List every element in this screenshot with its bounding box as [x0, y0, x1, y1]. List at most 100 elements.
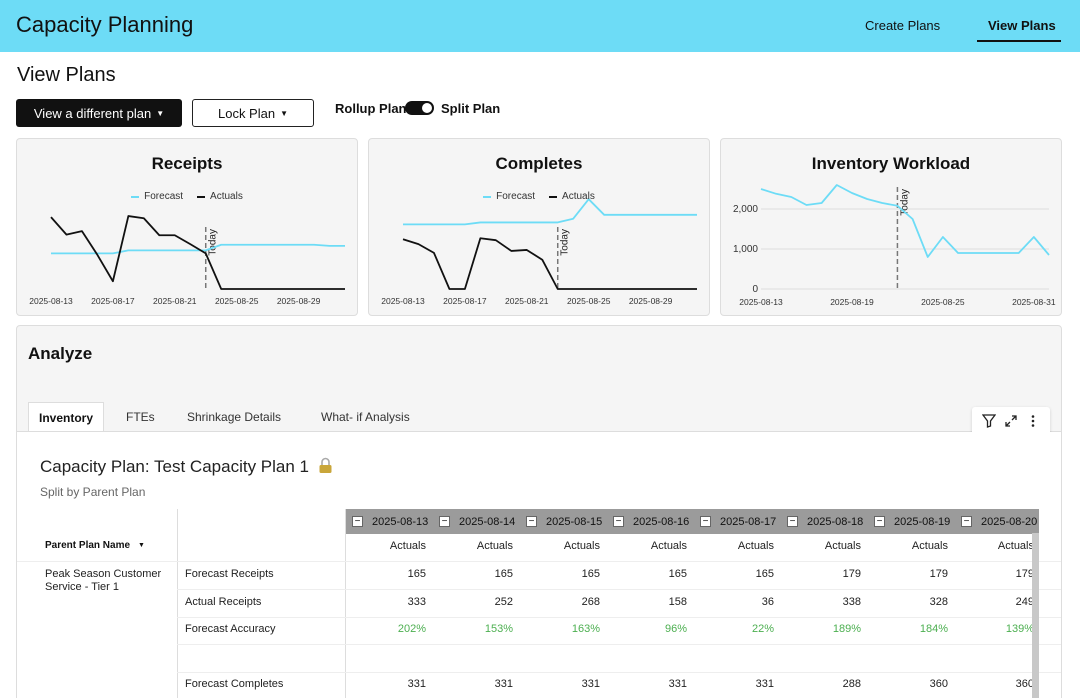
- row-divider: [177, 644, 1061, 645]
- today-label: Today: [208, 229, 219, 256]
- series-line-actuals: [50, 215, 345, 290]
- legend-actuals-label: Actuals: [210, 191, 243, 202]
- filter-icon[interactable]: [981, 413, 997, 429]
- collapse-icon[interactable]: −: [526, 516, 537, 527]
- date-column-header[interactable]: −2025-08-16: [613, 509, 689, 534]
- parent-plan-name: Peak Season Customer Service - Tier 1: [45, 568, 162, 593]
- today-label: Today: [899, 189, 910, 216]
- active-nav-indicator: [977, 40, 1061, 42]
- date-header-row: −2025-08-13−2025-08-14−2025-08-15−2025-0…: [346, 509, 1039, 534]
- table-cell: 179: [1015, 568, 1034, 580]
- table-cell: 252: [494, 595, 513, 608]
- table-cell: 153%: [484, 623, 513, 635]
- column-label: Actuals: [389, 540, 426, 552]
- nav-view-plans[interactable]: View Plans: [988, 18, 1056, 33]
- collapse-icon[interactable]: −: [613, 516, 624, 527]
- collapse-icon[interactable]: −: [961, 516, 972, 527]
- table-cell: 333: [407, 595, 426, 608]
- lock-plan-label: Lock Plan: [217, 105, 276, 121]
- table-cell: 139%: [1005, 623, 1034, 635]
- date-column-header[interactable]: −2025-08-19: [874, 509, 950, 534]
- series-line-forecast: [403, 198, 697, 226]
- date-label: 2025-08-14: [459, 515, 516, 528]
- parent-plan-name-header[interactable]: Parent Plan Name ▼: [45, 540, 145, 551]
- date-column-header[interactable]: −2025-08-14: [439, 509, 515, 534]
- grid-divider: [177, 509, 178, 698]
- date-label: 2025-08-18: [807, 515, 864, 528]
- row-divider: [177, 616, 1061, 618]
- legend-actuals: Actuals: [549, 191, 595, 202]
- nav-create-plans[interactable]: Create Plans: [865, 18, 941, 33]
- x-tick-label: 2025-08-29: [277, 296, 321, 306]
- tab-ftes[interactable]: FTEs: [126, 410, 155, 424]
- date-column-header[interactable]: −2025-08-18: [787, 509, 863, 534]
- x-tick-label: 2025-08-25: [567, 296, 611, 306]
- grid-toolbar: [972, 407, 1050, 435]
- collapse-icon[interactable]: −: [787, 516, 798, 527]
- collapse-icon[interactable]: −: [352, 516, 363, 527]
- x-tick-label: 2025-08-13: [29, 296, 73, 306]
- legend-swatch-actuals: [549, 195, 558, 198]
- more-vertical-icon[interactable]: [1025, 413, 1041, 429]
- x-tick-label: 2025-08-31: [1012, 297, 1056, 307]
- table-cell: 22%: [751, 623, 774, 635]
- legend-swatch-forecast: [483, 195, 492, 198]
- lock-icon: [318, 457, 333, 479]
- series-line-forecast: [51, 243, 345, 255]
- table-cell: 331: [668, 678, 687, 690]
- analyze-title: Analyze: [28, 344, 93, 363]
- chart-title: Receipts: [151, 154, 223, 173]
- legend-swatch-actuals: [197, 195, 206, 198]
- chart-legend: Forecast Actuals: [369, 191, 709, 202]
- completes-chart-card: 2025-08-13 2025-08-17 2025-08-21 2025-08-25…: [368, 138, 710, 316]
- table-cell: 189%: [832, 623, 861, 635]
- date-column-header[interactable]: −2025-08-13: [352, 509, 428, 534]
- column-label: Actuals: [737, 540, 774, 552]
- date-label: 2025-08-17: [720, 515, 777, 528]
- date-column-header[interactable]: −2025-08-15: [526, 509, 602, 534]
- tab-inventory[interactable]: Inventory: [28, 402, 105, 432]
- date-column-header[interactable]: −2025-08-17: [700, 509, 776, 534]
- table-cell: 96%: [664, 623, 687, 635]
- expand-icon[interactable]: [1003, 413, 1019, 429]
- plan-title-text: Capacity Plan: Test Capacity Plan 1: [40, 457, 309, 476]
- legend-swatch-forecast: [131, 195, 140, 198]
- x-tick-label: 2025-08-13: [381, 296, 425, 306]
- top-app-bar: Capacity Planning Create Plans View Plan…: [0, 0, 1080, 52]
- table-cell: 331: [755, 678, 774, 690]
- legend-forecast-label: Forecast: [496, 191, 536, 202]
- view-different-plan-button[interactable]: View a different plan ▼: [16, 99, 182, 127]
- completes-chart: 2025-08-13 2025-08-17 2025-08-21 2025-08-25…: [381, 198, 697, 306]
- tab-shrinkage-details[interactable]: Shrinkage Details: [187, 410, 282, 424]
- legend-forecast-label: Forecast: [144, 191, 184, 202]
- row-divider: [177, 589, 1061, 590]
- chart-title: Completes: [495, 154, 583, 173]
- legend-actuals: Actuals: [197, 191, 243, 202]
- x-tick-label: 2025-08-25: [921, 297, 965, 307]
- collapse-icon[interactable]: −: [874, 516, 885, 527]
- table-cell: 268: [581, 595, 600, 608]
- table-cell: 179: [842, 568, 861, 580]
- table-cell: 331: [581, 678, 600, 690]
- collapse-icon[interactable]: −: [439, 516, 450, 527]
- chart-legend: Forecast Actuals: [17, 191, 357, 202]
- date-column-header[interactable]: −2025-08-20: [961, 509, 1037, 534]
- chart-title: Inventory Workload: [811, 154, 971, 173]
- inventory-workload-chart: 0 1,000 2,000 2025-08-13 2025-08-19 2025-08-2…: [733, 184, 1056, 307]
- date-label: 2025-08-13: [372, 515, 429, 528]
- table-cell: 328: [929, 595, 948, 608]
- table-cell: 165: [581, 568, 600, 580]
- rollup-split-toggle[interactable]: [405, 101, 434, 115]
- table-cell: 163%: [571, 623, 600, 635]
- table-cell: 165: [494, 568, 513, 580]
- lock-plan-button[interactable]: Lock Plan ▼: [192, 99, 314, 127]
- table-scrollbar[interactable]: [1032, 533, 1039, 698]
- tab-divider: [17, 431, 1061, 432]
- column-label: Actuals: [650, 540, 687, 552]
- tab-what-if-analysis[interactable]: What- if Analysis: [321, 410, 410, 424]
- x-tick-label: 2025-08-25: [215, 296, 259, 306]
- legend-forecast: Forecast: [131, 191, 183, 202]
- table-cell: 360: [1015, 678, 1034, 690]
- x-tick-label: 2025-08-13: [739, 297, 783, 307]
- collapse-icon[interactable]: −: [700, 516, 711, 527]
